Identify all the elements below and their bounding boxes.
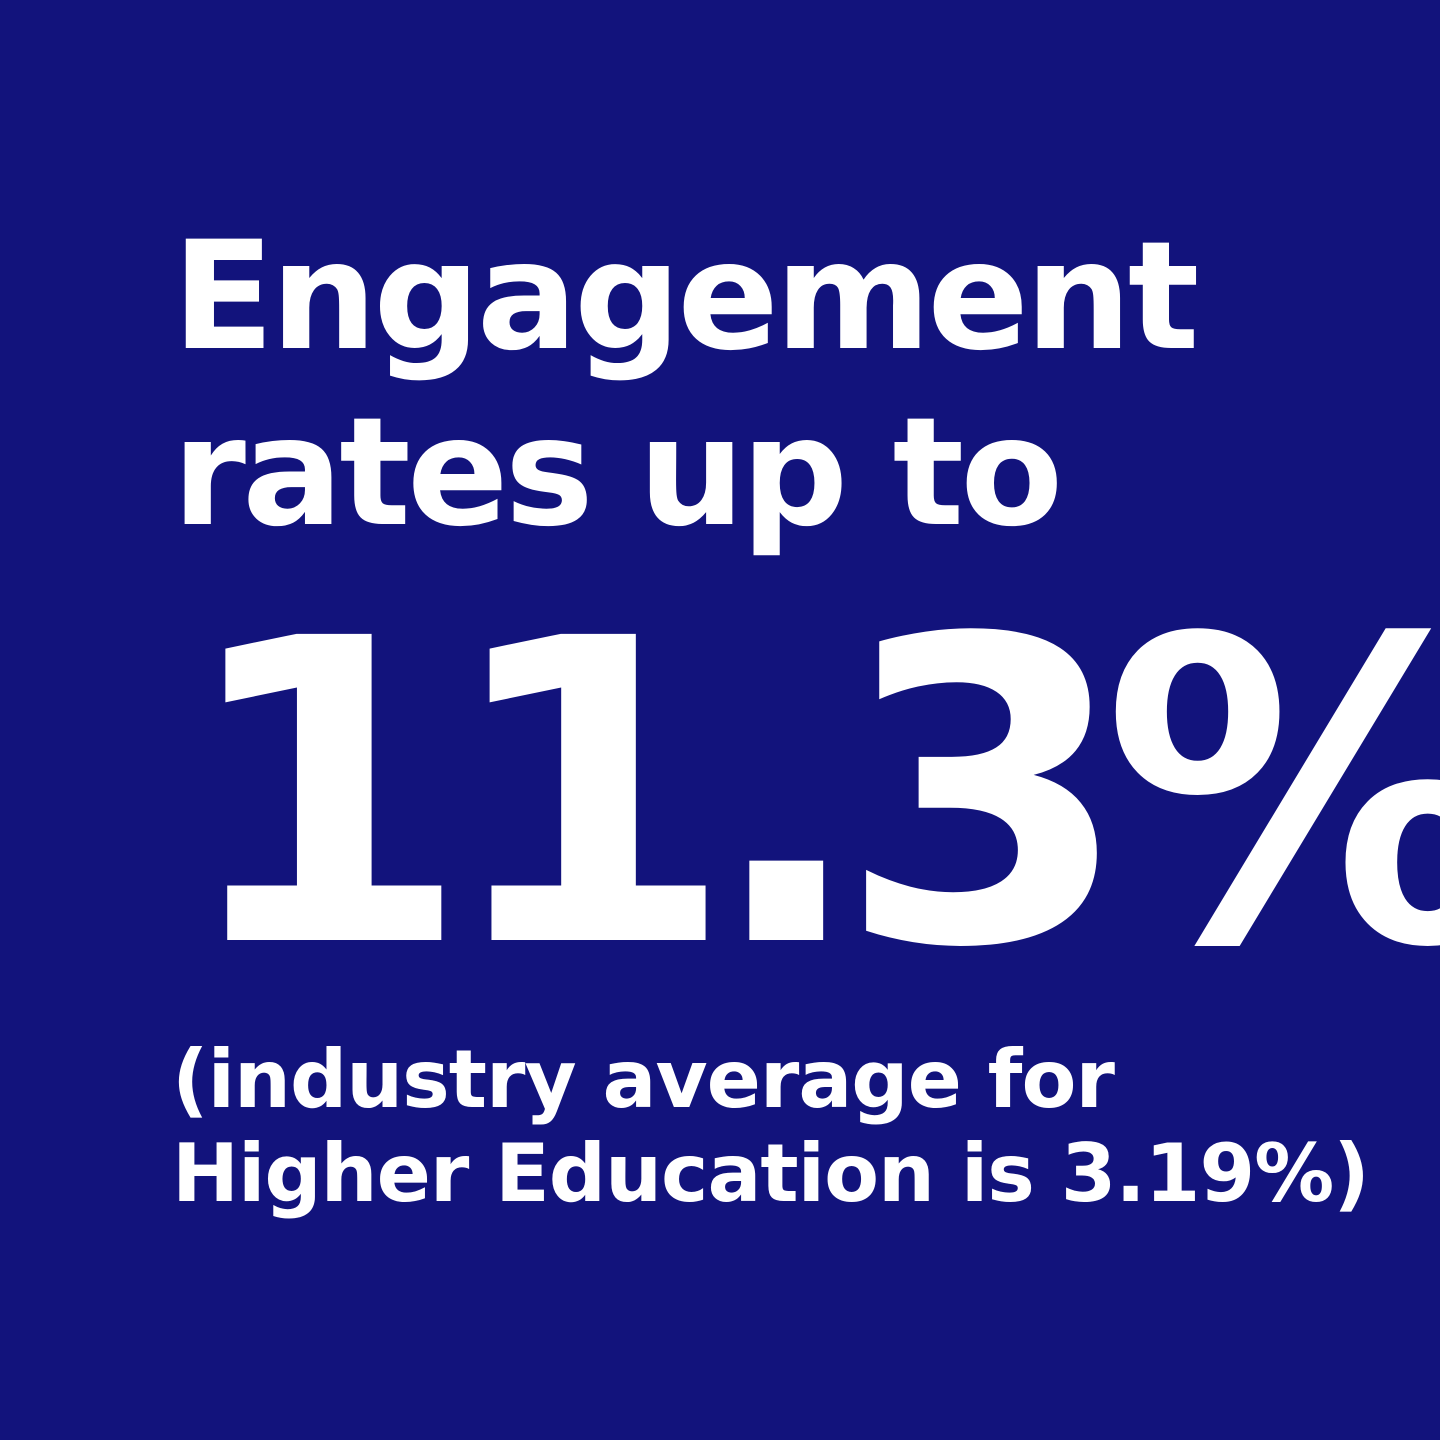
headline-line: rates up to <box>172 386 1063 560</box>
note-line: Higher Education is 3.19%) <box>172 1127 1370 1220</box>
stat: 11.3% <box>178 551 1440 1040</box>
headline-line: Engagement <box>172 210 1199 384</box>
note-line: (industry average for <box>172 1033 1115 1126</box>
